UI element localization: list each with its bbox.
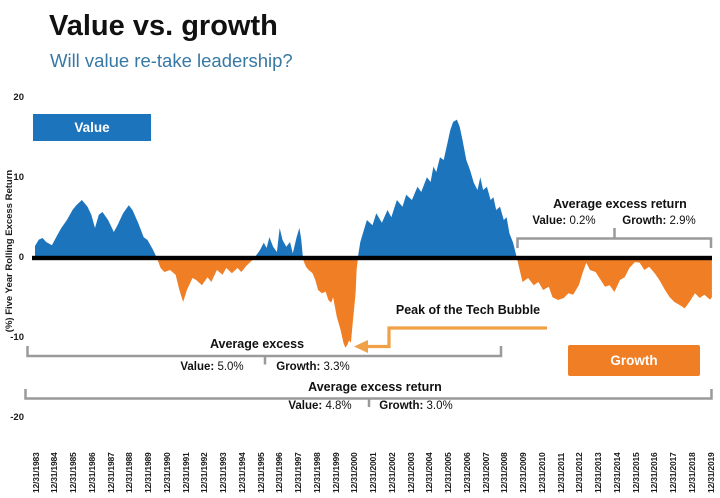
x-tick-label: 12/31/2001 (368, 452, 378, 493)
x-tick-label: 12/31/1992 (199, 452, 210, 493)
full-bracket-value: Value: 4.8% (270, 400, 370, 412)
bracket-mid-period (26, 346, 503, 365)
growth-pct: 2.9% (669, 215, 696, 227)
x-tick-label: 12/31/2002 (386, 452, 397, 493)
tech-bubble-arrow-head (354, 340, 368, 353)
x-tick-label: 12/31/1988 (124, 452, 135, 493)
full-bracket-title: Average excess return (308, 380, 442, 394)
x-tick-label: 12/31/2004 (424, 452, 435, 493)
y-tick-20: 20 (13, 92, 24, 103)
growth-label: Growth: (276, 361, 321, 373)
x-tick-label: 12/31/1995 (255, 452, 266, 493)
x-tick-label: 12/31/1994 (236, 452, 247, 493)
x-tick-label: 12/31/2017 (668, 452, 678, 493)
value-label: Value: (288, 400, 323, 412)
value-pct: 0.2% (569, 215, 596, 227)
value-area-positive (35, 119, 712, 258)
value-label: Value: (180, 361, 215, 373)
legend-growth-label: Growth (610, 353, 658, 368)
x-tick-label: 12/31/1985 (68, 452, 78, 493)
legend-growth: Growth (568, 345, 700, 376)
x-tick-label: 12/31/2011 (555, 452, 566, 493)
x-tick-label: 12/31/1990 (161, 452, 172, 493)
x-tick-label: 12/31/1997 (293, 452, 303, 493)
page-title: Value vs. growth (49, 10, 278, 42)
x-tick-label: 12/31/2005 (443, 452, 453, 493)
legend-value-label: Value (74, 120, 110, 135)
tech-bubble-arrow-line (368, 326, 547, 349)
y-tick-n10: -10 (10, 332, 24, 343)
x-tick-label: 12/31/1998 (311, 452, 322, 493)
x-tick-label: 12/31/1993 (218, 452, 228, 493)
zero-baseline (32, 255, 712, 261)
mid-bracket-growth: Growth: 3.3% (263, 361, 363, 373)
value-label: Value: (532, 215, 567, 227)
x-tick-label: 12/31/2000 (349, 452, 360, 493)
x-tick-label: 12/31/1991 (180, 452, 191, 493)
y-tick-0: 0 (18, 252, 24, 263)
x-tick-label: 12/31/2007 (480, 452, 491, 493)
bracket-right-period (516, 228, 713, 248)
y-tick-n20: -20 (10, 412, 24, 423)
x-tick-label: 12/31/1986 (86, 452, 97, 493)
growth-label: Growth: (379, 400, 424, 412)
x-tick-label: 12/31/2009 (518, 452, 528, 493)
value-pct: 4.8% (325, 400, 352, 412)
bracket-full-period (24, 389, 713, 407)
value-pct: 5.0% (217, 361, 244, 373)
x-tick-label: 12/31/2010 (536, 452, 547, 493)
mid-bracket-title: Average excess (209, 337, 305, 351)
x-tick-label: 12/31/2013 (593, 452, 603, 493)
x-tick-label: 12/31/1999 (330, 452, 341, 493)
x-tick-label: 12/31/2014 (611, 452, 622, 493)
legend-value: Value (33, 114, 151, 141)
x-tick-label: 12/31/2003 (405, 452, 416, 493)
x-tick-label: 12/31/2006 (461, 452, 472, 493)
x-tick-label: 12/31/2012 (574, 452, 585, 493)
x-tick-label: 12/31/1996 (274, 452, 285, 493)
x-tick-label: 12/31/2015 (630, 452, 641, 493)
tech-bubble-annotation: Peak of the Tech Bubble (395, 303, 541, 317)
right-bracket-title: Average excess return (553, 197, 687, 211)
x-tick-label: 12/31/1987 (105, 452, 116, 493)
x-tick-label: 12/31/1983 (30, 452, 41, 493)
growth-area-negative (35, 258, 712, 348)
y-tick-10: 10 (13, 172, 24, 183)
mid-bracket-value: Value: 5.0% (162, 361, 262, 373)
x-tick-label: 12/31/2018 (686, 452, 697, 493)
right-bracket-growth: Growth: 2.9% (609, 215, 709, 227)
growth-label: Growth: (622, 215, 667, 227)
x-tick-label: 12/31/1984 (49, 452, 60, 493)
right-bracket-value: Value: 0.2% (514, 215, 614, 227)
x-tick-label: 12/31/2019 (705, 452, 716, 493)
growth-pct: 3.3% (323, 361, 350, 373)
x-tick-label: 12/31/1989 (143, 452, 153, 493)
x-tick-label: 12/31/2016 (649, 452, 660, 493)
full-bracket-growth: Growth: 3.0% (366, 400, 466, 412)
page-subtitle: Will value re-take leadership? (50, 50, 293, 71)
x-tick-label: 12/31/2008 (499, 452, 510, 493)
growth-pct: 3.0% (426, 400, 453, 412)
